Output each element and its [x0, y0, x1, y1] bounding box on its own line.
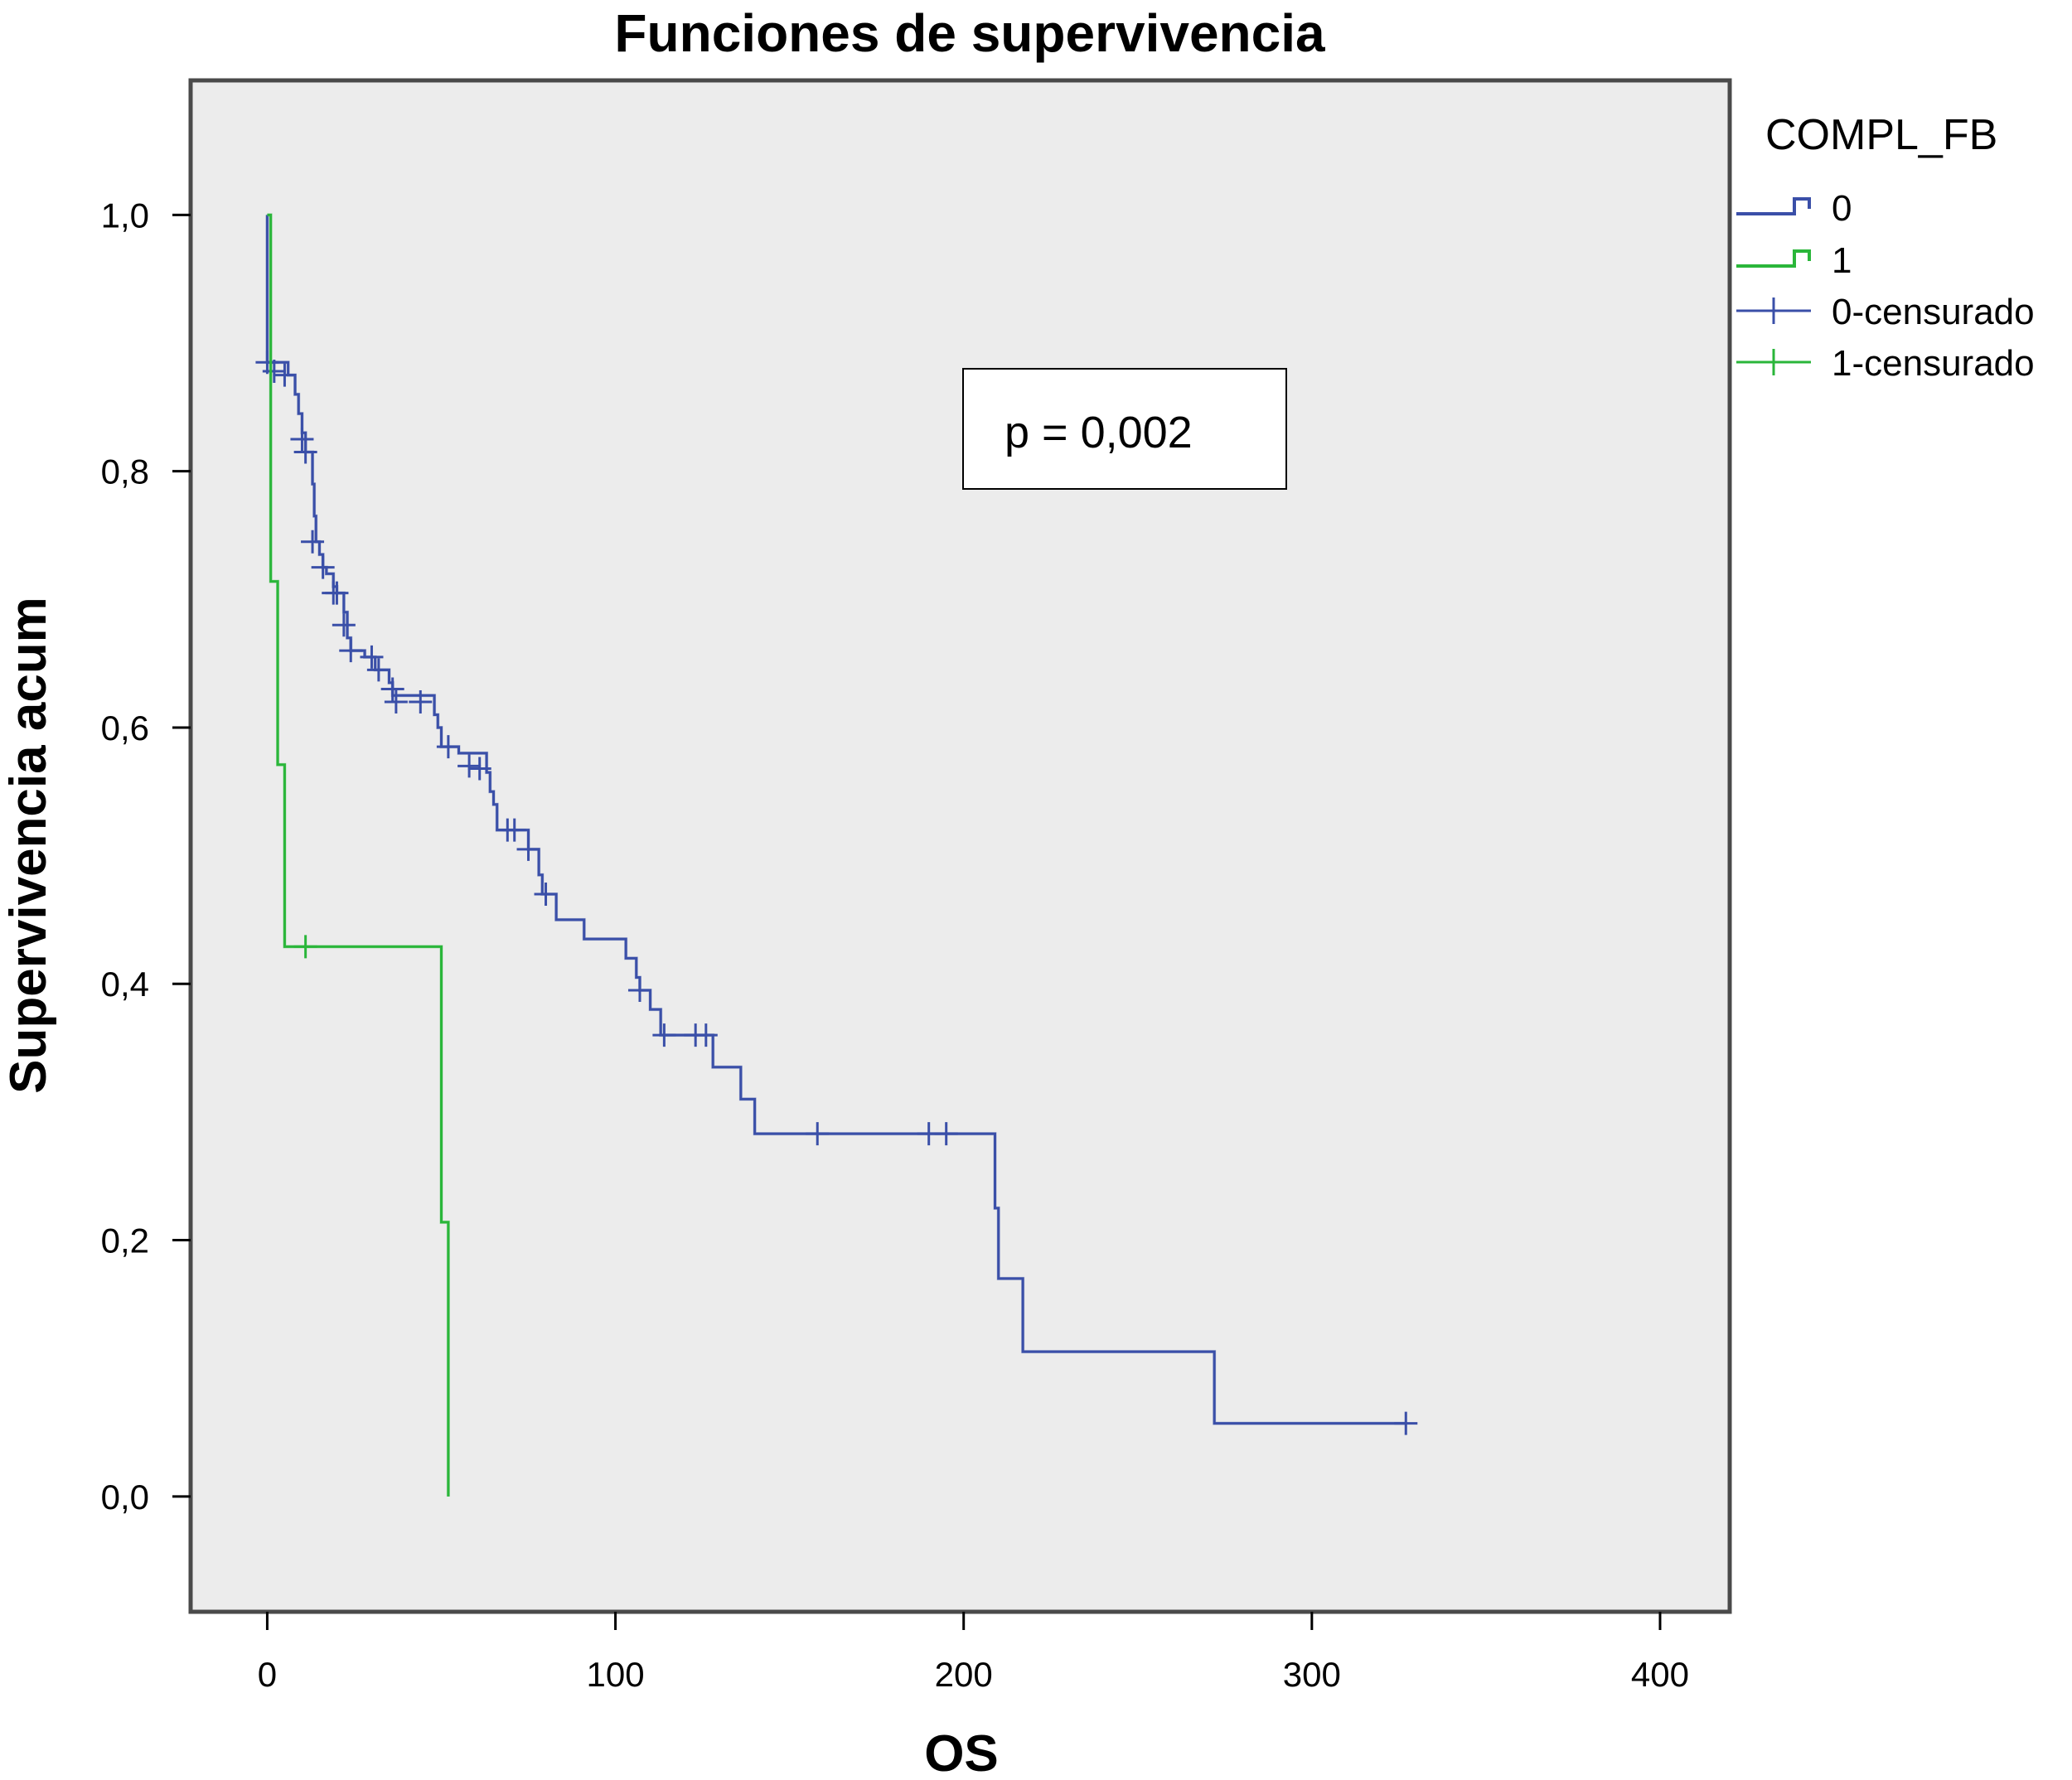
series-0-censor-mark — [694, 1023, 718, 1047]
series-0-censor-mark — [380, 677, 404, 701]
y-tick-label: 0,2 — [101, 1221, 149, 1260]
legend-title: COMPL_FB — [1765, 111, 1997, 159]
series-0-censor-mark — [1394, 1411, 1418, 1435]
series-0-censor-mark — [502, 818, 526, 842]
legend-swatch-1 — [1736, 249, 1811, 268]
series-0-censor-mark — [467, 757, 491, 781]
series-group — [255, 213, 1418, 1497]
series-0-censor-mark — [384, 690, 408, 714]
legend-swatch-0 — [1736, 197, 1811, 215]
y-axis: 0,0 0,2 0,4 0,6 0,8 1,0 — [101, 196, 191, 1516]
x-tick-label: 0 — [258, 1655, 277, 1694]
series-0-censor-mark — [436, 735, 460, 759]
y-tick-label: 0,8 — [101, 452, 149, 491]
series-0-censor-mark — [534, 882, 558, 906]
series-1-line — [267, 213, 450, 1497]
series-0-censor-mark — [366, 658, 390, 682]
y-tick-label: 0,0 — [101, 1478, 149, 1516]
y-tick-label: 0,6 — [101, 709, 149, 747]
series-0-censor-mark — [273, 363, 297, 387]
series-0-censor-mark — [301, 530, 325, 554]
series-0-censor-mark — [806, 1122, 830, 1146]
x-tick-label: 100 — [587, 1655, 645, 1694]
series-0-censor-mark — [934, 1122, 958, 1146]
p-value-annotation: p = 0,002 — [962, 368, 1287, 490]
series-0-censor-mark — [409, 690, 433, 714]
chart-title: Funciones de supervivencia — [614, 3, 1325, 63]
legend-swatch-0-censurado — [1736, 297, 1811, 324]
series-0-censor-mark — [516, 837, 540, 861]
series-0-censor-mark — [332, 613, 356, 637]
x-tick-label: 300 — [1283, 1655, 1341, 1694]
series-0-censor-mark — [339, 639, 363, 663]
x-axis-label: OS — [924, 1725, 999, 1780]
series-0-line — [265, 215, 1406, 1425]
series-0-censor-mark — [457, 754, 482, 778]
series-0-censor-mark — [652, 1023, 676, 1047]
series-0-censor-mark — [293, 440, 317, 464]
series-0-censor-mark — [325, 581, 349, 605]
y-axis-label: Supervivencia acum — [0, 597, 57, 1094]
y-tick-label: 1,0 — [101, 196, 149, 235]
legend-swatch-1-censurado — [1736, 349, 1811, 375]
legend: COMPL_FB 0 1 0-censurado 1-censurado — [1736, 111, 2035, 384]
y-tick-label: 0,4 — [101, 965, 149, 1004]
series-0-censor-mark — [311, 555, 335, 579]
annotation-text: p = 0,002 — [1005, 408, 1193, 457]
legend-label-1-censurado: 1-censurado — [1832, 343, 2035, 384]
series-0-censor-mark — [262, 360, 286, 384]
series-0-censor-mark — [627, 978, 651, 1002]
x-tick-label: 200 — [935, 1655, 993, 1694]
series-0-censor-mark — [360, 645, 384, 669]
x-tick-label: 400 — [1631, 1655, 1689, 1694]
legend-label-1: 1 — [1832, 240, 1852, 281]
x-axis: 0 100 200 300 400 — [258, 1612, 1689, 1694]
legend-label-0-censurado: 0-censurado — [1832, 292, 2035, 332]
series-0-censor-mark — [290, 428, 314, 452]
plot-area — [188, 78, 1732, 1614]
series-1-censor-mark — [293, 935, 317, 959]
annotation-box — [962, 368, 1287, 490]
legend-label-0: 0 — [1832, 188, 1852, 229]
